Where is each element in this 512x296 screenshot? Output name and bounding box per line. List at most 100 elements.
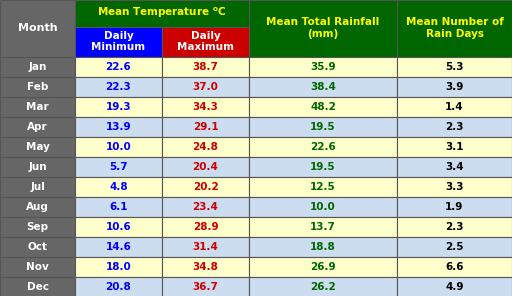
Text: 10.6: 10.6	[105, 221, 132, 231]
Bar	[249, 197, 397, 216]
Bar	[249, 0, 397, 57]
Text: 2.3: 2.3	[445, 121, 464, 131]
Bar	[397, 276, 512, 296]
Text: Mean Total Rainfall
(mm): Mean Total Rainfall (mm)	[266, 17, 379, 39]
Text: 4.9: 4.9	[445, 281, 464, 292]
Text: 6.6: 6.6	[445, 261, 464, 271]
Bar	[75, 176, 162, 197]
Bar	[162, 176, 249, 197]
Text: 13.7: 13.7	[310, 221, 336, 231]
Text: 37.0: 37.0	[193, 81, 219, 91]
Bar	[75, 237, 162, 257]
Bar	[397, 157, 512, 176]
Bar	[249, 237, 397, 257]
Bar	[75, 276, 162, 296]
Text: 1.9: 1.9	[445, 202, 464, 212]
Bar	[162, 257, 249, 276]
Text: 23.4: 23.4	[193, 202, 219, 212]
Bar	[249, 176, 397, 197]
Bar	[397, 216, 512, 237]
Text: 3.4: 3.4	[445, 162, 464, 171]
Bar	[162, 157, 249, 176]
Bar	[397, 257, 512, 276]
Bar	[397, 136, 512, 157]
Text: Feb: Feb	[27, 81, 48, 91]
Bar	[397, 176, 512, 197]
Bar	[249, 57, 397, 76]
Text: 20.4: 20.4	[193, 162, 219, 171]
Text: Oct: Oct	[28, 242, 48, 252]
Text: Jun: Jun	[28, 162, 47, 171]
Text: Month: Month	[18, 23, 57, 33]
Bar	[397, 0, 512, 57]
Bar	[249, 117, 397, 136]
Text: 6.1: 6.1	[109, 202, 128, 212]
Text: Sep: Sep	[27, 221, 49, 231]
Text: 12.5: 12.5	[310, 181, 336, 192]
Text: 18.0: 18.0	[105, 261, 132, 271]
Text: Daily
Maximum: Daily Maximum	[177, 31, 234, 52]
Bar	[162, 136, 249, 157]
Bar	[249, 136, 397, 157]
Bar	[397, 237, 512, 257]
Text: 14.6: 14.6	[105, 242, 132, 252]
Bar	[249, 76, 397, 96]
Text: 5.3: 5.3	[445, 62, 464, 72]
Text: Jul: Jul	[30, 181, 45, 192]
Text: Jan: Jan	[28, 62, 47, 72]
Bar	[0, 96, 75, 117]
Text: 2.5: 2.5	[445, 242, 464, 252]
Text: Aug: Aug	[26, 202, 49, 212]
Bar	[0, 237, 75, 257]
Bar	[397, 57, 512, 76]
Bar	[75, 136, 162, 157]
Text: 3.1: 3.1	[445, 141, 464, 152]
Bar	[75, 76, 162, 96]
Bar	[75, 96, 162, 117]
Bar	[75, 197, 162, 216]
Text: Dec: Dec	[27, 281, 49, 292]
Bar	[249, 216, 397, 237]
Text: 5.7: 5.7	[109, 162, 128, 171]
Text: Daily
Minimum: Daily Minimum	[92, 31, 145, 52]
Text: 20.2: 20.2	[193, 181, 219, 192]
Bar	[162, 96, 249, 117]
Bar	[162, 76, 249, 96]
Bar	[0, 136, 75, 157]
Bar	[162, 197, 249, 216]
Text: Apr: Apr	[27, 121, 48, 131]
Text: 38.4: 38.4	[310, 81, 336, 91]
Text: 2.3: 2.3	[445, 221, 464, 231]
Text: 38.7: 38.7	[193, 62, 219, 72]
Text: 34.8: 34.8	[193, 261, 219, 271]
Text: Mar: Mar	[26, 102, 49, 112]
Bar	[249, 96, 397, 117]
Bar	[162, 237, 249, 257]
Bar	[75, 57, 162, 76]
Text: 3.9: 3.9	[445, 81, 464, 91]
Text: 19.5: 19.5	[310, 121, 336, 131]
Text: 3.3: 3.3	[445, 181, 464, 192]
Bar	[0, 216, 75, 237]
Bar	[0, 57, 75, 76]
Bar	[0, 257, 75, 276]
Bar	[249, 257, 397, 276]
Bar	[75, 27, 162, 57]
Text: 18.8: 18.8	[310, 242, 336, 252]
Text: 29.1: 29.1	[193, 121, 218, 131]
Text: 28.9: 28.9	[193, 221, 218, 231]
Bar	[397, 117, 512, 136]
Text: 10.0: 10.0	[105, 141, 132, 152]
Text: Nov: Nov	[26, 261, 49, 271]
Bar	[75, 0, 249, 27]
Text: 13.9: 13.9	[105, 121, 131, 131]
Bar	[0, 0, 75, 57]
Bar	[397, 76, 512, 96]
Text: 22.6: 22.6	[310, 141, 336, 152]
Bar	[249, 157, 397, 176]
Bar	[397, 96, 512, 117]
Bar	[0, 197, 75, 216]
Bar	[75, 216, 162, 237]
Text: 48.2: 48.2	[310, 102, 336, 112]
Text: Mean Temperature $\mathregular{^o}$C: Mean Temperature $\mathregular{^o}$C	[97, 6, 227, 20]
